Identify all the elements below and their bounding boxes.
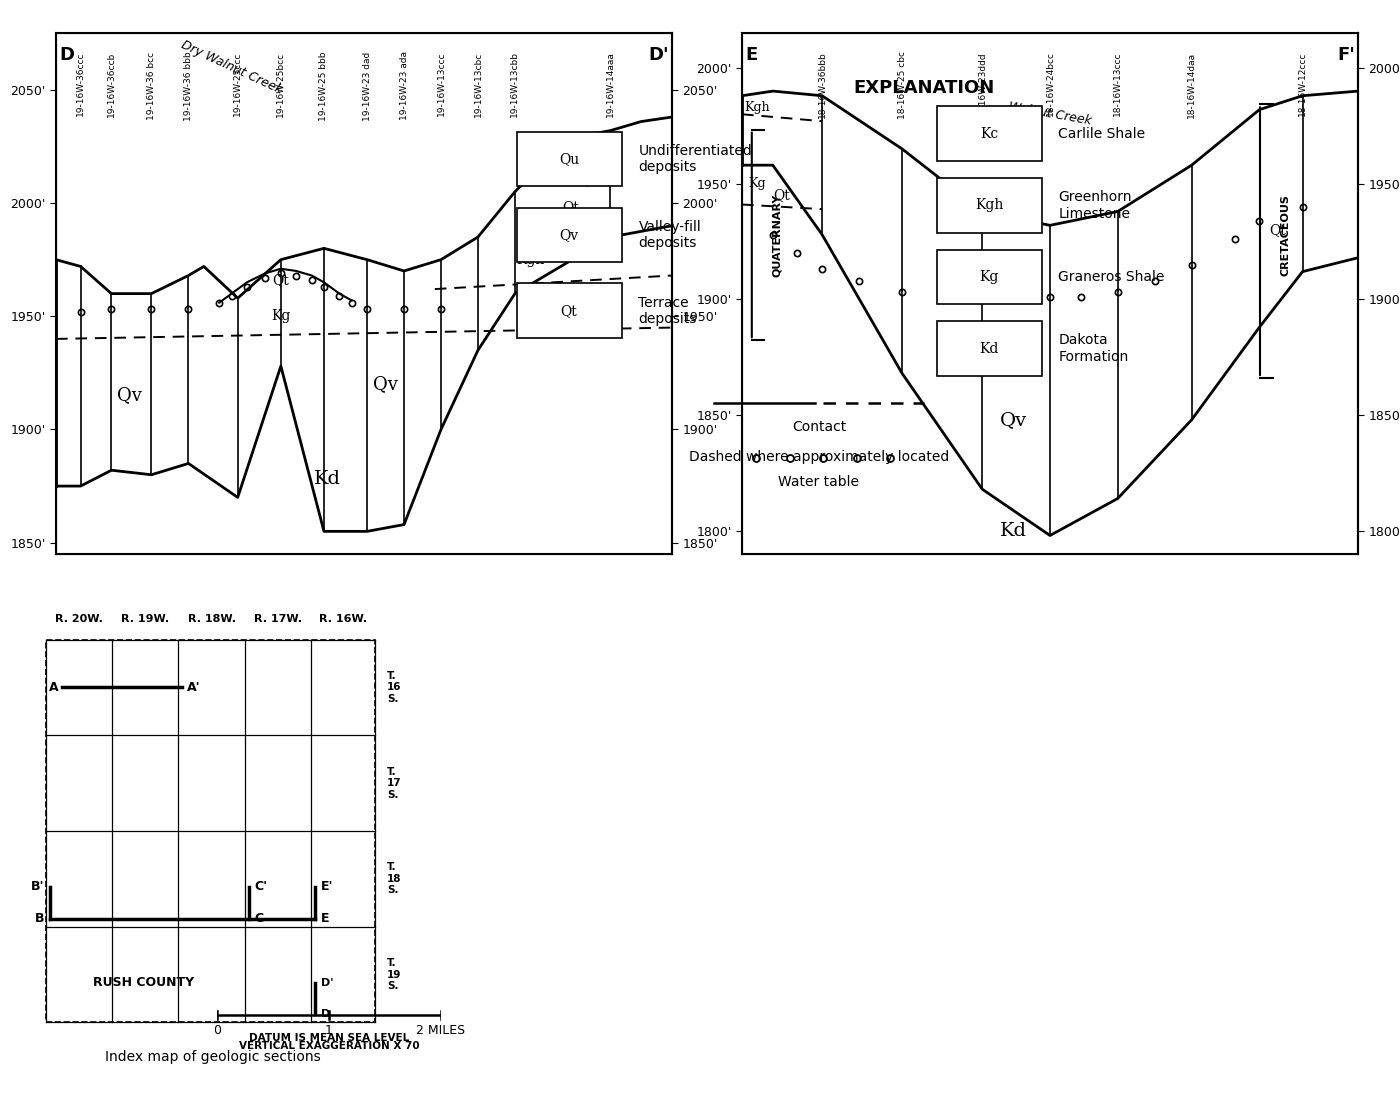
Text: Qu: Qu: [559, 152, 580, 166]
Text: 1: 1: [325, 1024, 333, 1037]
Text: B': B': [31, 881, 43, 893]
Text: Contact: Contact: [792, 420, 846, 434]
Text: 18-16W-24bcc: 18-16W-24bcc: [1046, 51, 1054, 116]
Text: RUSH COUNTY: RUSH COUNTY: [92, 976, 195, 989]
Text: Qt: Qt: [1270, 223, 1287, 237]
Text: 19-16W-13cbb: 19-16W-13cbb: [511, 51, 519, 117]
Text: QUATERNARY: QUATERNARY: [771, 193, 783, 277]
Text: Index map of geologic sections: Index map of geologic sections: [105, 1050, 321, 1065]
Text: D': D': [648, 47, 669, 64]
Text: 18-16W-23ddd: 18-16W-23ddd: [977, 51, 987, 119]
Text: 2 MILES: 2 MILES: [416, 1024, 466, 1037]
Text: T.
17
S.: T. 17 S.: [386, 767, 402, 800]
Text: Carlile Shale: Carlile Shale: [1058, 126, 1145, 141]
Text: 19-16W-13ccc: 19-16W-13ccc: [437, 51, 445, 116]
FancyBboxPatch shape: [937, 321, 1042, 376]
Text: D: D: [321, 1009, 330, 1019]
Text: Dakota
Formation: Dakota Formation: [1058, 334, 1128, 363]
Text: Terrace
deposits: Terrace deposits: [638, 296, 697, 326]
Text: Kd: Kd: [980, 341, 998, 356]
Text: A': A': [186, 681, 200, 694]
Text: 18-16W-25 cbc: 18-16W-25 cbc: [897, 51, 907, 120]
Text: R. 16W.: R. 16W.: [319, 614, 367, 624]
Text: Qt: Qt: [774, 188, 791, 203]
Text: R. 20W.: R. 20W.: [55, 614, 104, 624]
Text: Qt: Qt: [273, 273, 290, 287]
Text: DATUM IS MEAN SEA LEVEL: DATUM IS MEAN SEA LEVEL: [249, 1033, 409, 1043]
Text: Qt: Qt: [561, 201, 578, 215]
Text: Kg: Kg: [272, 309, 291, 324]
Text: Dry Walnut Creek: Dry Walnut Creek: [179, 38, 284, 96]
Text: R. 19W.: R. 19W.: [122, 614, 169, 624]
Text: 19-16W-23 dad: 19-16W-23 dad: [363, 51, 371, 121]
Text: Valley-fill
deposits: Valley-fill deposits: [638, 219, 701, 250]
Text: Qv: Qv: [560, 228, 578, 242]
FancyBboxPatch shape: [937, 178, 1042, 233]
Text: 19-16W-23 ada: 19-16W-23 ada: [399, 51, 409, 121]
Text: EXPLANATION: EXPLANATION: [854, 79, 994, 98]
Text: T.
18
S.: T. 18 S.: [386, 862, 402, 895]
Text: 19-16W-36ccc: 19-16W-36ccc: [76, 51, 85, 116]
Text: E': E': [321, 881, 333, 893]
Text: D': D': [321, 977, 333, 987]
Text: Greenhorn
Limestone: Greenhorn Limestone: [1058, 191, 1133, 220]
Text: E: E: [745, 47, 757, 64]
FancyBboxPatch shape: [937, 249, 1042, 305]
Text: Walnut Creek: Walnut Creek: [1008, 101, 1092, 127]
Text: 19-16W-36ccb: 19-16W-36ccb: [106, 51, 116, 116]
Text: VERTICAL EXAGGERATION X 70: VERTICAL EXAGGERATION X 70: [238, 1042, 420, 1051]
Text: 18-16W-13ccc: 18-16W-13ccc: [1113, 51, 1123, 116]
Text: Kd: Kd: [314, 470, 340, 489]
Text: Kc: Kc: [980, 126, 998, 141]
Text: Water table: Water table: [778, 475, 860, 489]
Text: C': C': [255, 881, 267, 893]
Text: Kgh: Kgh: [745, 101, 770, 114]
Text: R. 17W.: R. 17W.: [253, 614, 301, 624]
Text: 19-16W-25 bbb: 19-16W-25 bbb: [319, 51, 329, 121]
Text: Qu: Qu: [578, 174, 599, 187]
Text: 19-16W-36 bbb: 19-16W-36 bbb: [183, 51, 193, 121]
Text: Kd: Kd: [1000, 522, 1026, 540]
Text: B: B: [35, 912, 43, 925]
Text: 18-16W-12ccc: 18-16W-12ccc: [1298, 51, 1308, 116]
Text: C: C: [255, 912, 263, 925]
Text: CRETACEOUS: CRETACEOUS: [1280, 194, 1291, 276]
Text: 18-16W-36bbb: 18-16W-36bbb: [818, 51, 826, 119]
FancyBboxPatch shape: [517, 207, 622, 263]
Text: 0: 0: [213, 1024, 221, 1037]
Text: A: A: [49, 681, 59, 694]
Text: E: E: [321, 912, 329, 925]
Text: Qt: Qt: [561, 304, 577, 318]
Text: F': F': [1337, 47, 1355, 64]
FancyBboxPatch shape: [517, 284, 622, 338]
Text: Kg: Kg: [749, 177, 766, 191]
Text: Graneros Shale: Graneros Shale: [1058, 270, 1165, 284]
Text: Kg: Kg: [980, 270, 998, 284]
Text: T.
19
S.: T. 19 S.: [386, 958, 402, 992]
Text: 19-16W-14aaa: 19-16W-14aaa: [606, 51, 615, 117]
Text: Qv: Qv: [1000, 411, 1026, 429]
Text: Undifferentiated
deposits: Undifferentiated deposits: [638, 144, 752, 174]
Text: Qv: Qv: [118, 387, 143, 404]
FancyBboxPatch shape: [517, 132, 622, 186]
FancyBboxPatch shape: [937, 106, 1042, 161]
Text: 18-16W-14daa: 18-16W-14daa: [1187, 51, 1196, 117]
Text: R. 18W.: R. 18W.: [188, 614, 235, 624]
Text: Dashed where approximately located: Dashed where approximately located: [689, 450, 949, 463]
Text: 19-16W-25bcc: 19-16W-25bcc: [276, 51, 286, 116]
Text: 19-16W-13cbc: 19-16W-13cbc: [473, 51, 483, 116]
Text: 19-16W-25ccc: 19-16W-25ccc: [234, 51, 242, 116]
Text: D: D: [59, 47, 74, 64]
Text: Qv: Qv: [374, 376, 398, 393]
Text: Kgh: Kgh: [974, 198, 1004, 213]
Text: Kgh: Kgh: [517, 253, 545, 267]
Text: Kg: Kg: [521, 294, 540, 307]
Text: 19-16W-36 bcc: 19-16W-36 bcc: [147, 51, 155, 120]
Text: T.
16
S.: T. 16 S.: [386, 670, 402, 704]
